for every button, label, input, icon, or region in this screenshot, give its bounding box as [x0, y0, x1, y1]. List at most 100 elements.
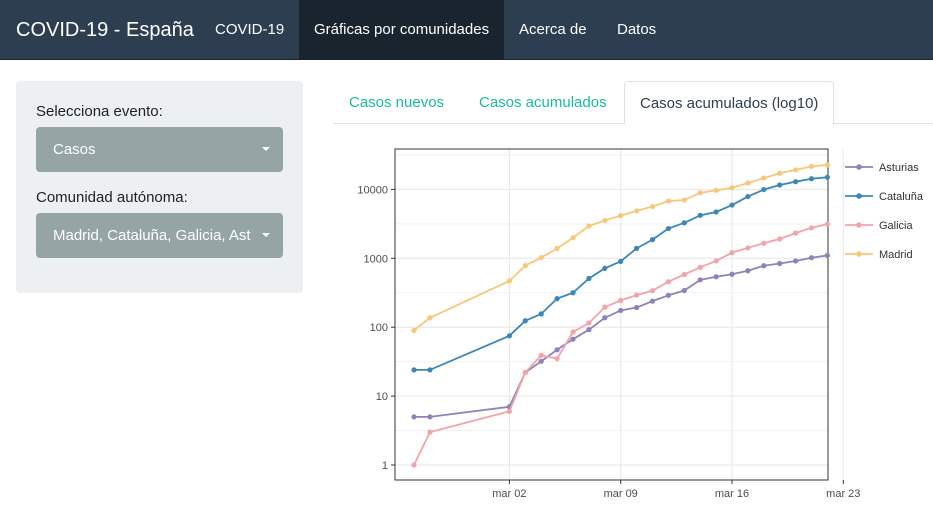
data-point — [713, 187, 719, 193]
data-point — [649, 203, 656, 210]
data-point — [761, 263, 767, 269]
data-point — [522, 263, 528, 269]
x-tick-label: mar 09 — [604, 488, 638, 500]
event-select[interactable]: Casos — [36, 127, 283, 172]
data-point — [570, 336, 576, 342]
legend-label: Galicia — [879, 220, 914, 232]
data-point — [538, 311, 544, 317]
data-point — [649, 298, 656, 304]
data-point — [602, 217, 608, 224]
tab-casos-acumulados-log10[interactable]: Casos acumulados (log10) — [624, 81, 835, 125]
data-point — [538, 358, 544, 364]
data-point — [697, 264, 703, 270]
y-tick-label: 10 — [376, 391, 388, 403]
data-point — [506, 408, 512, 414]
nav-item-acerca-de[interactable]: Acerca de — [519, 21, 587, 38]
data-point — [808, 176, 815, 182]
y-tick-label: 1000 — [364, 253, 388, 265]
y-tick-label: 1 — [382, 460, 388, 472]
x-tick-label: mar 02 — [492, 488, 526, 500]
legend-swatch-point — [856, 164, 862, 170]
data-point — [665, 225, 672, 232]
data-point — [729, 185, 735, 191]
tab-casos-nuevos[interactable]: Casos nuevos — [349, 94, 445, 111]
data-point — [570, 329, 576, 335]
data-point — [411, 462, 417, 468]
data-point — [729, 271, 735, 277]
data-point — [411, 414, 417, 420]
caret-down-icon — [262, 147, 270, 151]
data-point — [427, 315, 433, 321]
data-point — [522, 369, 528, 376]
data-point — [681, 287, 687, 294]
nav-item-covid19[interactable]: COVID-19 — [215, 21, 285, 38]
nav-item-datos[interactable]: Datos — [617, 21, 657, 38]
y-tick-label: 10000 — [357, 184, 388, 196]
legend-swatch-point — [856, 222, 862, 228]
y-axis: 1 10 100 1000 10000 — [357, 184, 395, 472]
data-point — [554, 245, 560, 252]
data-point — [745, 180, 751, 186]
legend-label: Madrid — [879, 249, 913, 261]
data-point — [713, 209, 719, 215]
data-point — [618, 213, 624, 219]
event-select-label: Selecciona evento: — [36, 103, 163, 120]
data-point — [538, 352, 544, 358]
data-point — [602, 315, 608, 321]
data-point — [570, 235, 576, 241]
community-select[interactable]: Madrid, Cataluña, Galicia, Ast — [36, 213, 283, 258]
x-tick-label: mar 16 — [715, 488, 749, 500]
data-point — [586, 327, 592, 333]
data-point — [554, 356, 560, 362]
legend-swatch-point — [856, 251, 862, 257]
data-point — [665, 292, 672, 298]
data-point — [618, 297, 624, 303]
data-point — [761, 186, 767, 193]
data-point — [697, 190, 703, 196]
data-point — [681, 220, 687, 226]
data-point — [602, 265, 608, 271]
legend-label: Asturias — [879, 162, 919, 174]
data-point — [824, 221, 831, 227]
data-point — [427, 429, 433, 435]
data-point — [506, 278, 512, 284]
sidebar-panel: Selecciona evento: Casos Comunidad autón… — [16, 81, 303, 293]
data-point — [793, 230, 799, 236]
data-point — [634, 292, 640, 298]
data-point — [745, 193, 751, 200]
data-point — [777, 170, 783, 176]
data-point — [586, 320, 592, 326]
data-point — [777, 182, 783, 188]
x-axis: mar 02 mar 09 mar 16 mar 23 — [492, 480, 860, 500]
data-point — [586, 275, 592, 282]
data-point — [522, 318, 528, 324]
navbar: COVID-19 - España COVID-19 Gráficas por … — [0, 0, 933, 60]
caret-down-icon — [262, 233, 270, 237]
series-lines — [411, 162, 831, 468]
data-point — [808, 225, 815, 231]
navbar-brand[interactable]: COVID-19 - España — [16, 19, 194, 41]
data-point — [713, 258, 719, 264]
data-point — [681, 271, 687, 278]
data-point — [427, 414, 433, 420]
data-point — [729, 202, 735, 208]
data-point — [745, 268, 751, 274]
data-point — [618, 258, 624, 264]
legend-swatch-point — [856, 193, 862, 199]
data-point — [538, 254, 544, 261]
data-point — [777, 236, 783, 242]
community-select-value: Madrid, Cataluña, Galicia, Ast — [53, 227, 251, 244]
data-point — [586, 223, 592, 229]
data-point — [745, 245, 751, 251]
data-point — [808, 255, 815, 261]
data-point — [427, 367, 433, 373]
community-select-label: Comunidad autónoma: — [36, 189, 188, 206]
event-select-value: Casos — [53, 141, 96, 158]
data-point — [411, 367, 417, 373]
data-point — [649, 237, 656, 243]
nav-item-graficas-comunidades[interactable]: Gráficas por comunidades — [299, 0, 505, 60]
tab-casos-acumulados[interactable]: Casos acumulados — [479, 94, 607, 111]
data-point — [570, 290, 576, 296]
data-point — [793, 179, 799, 185]
